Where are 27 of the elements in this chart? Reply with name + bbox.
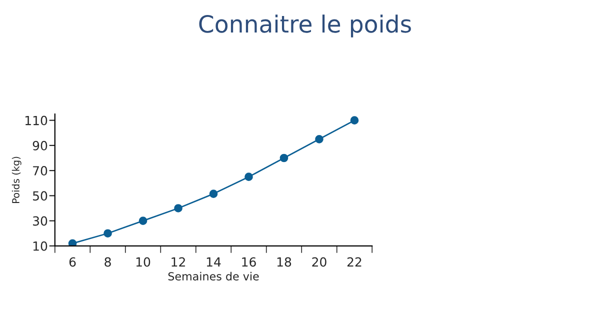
point: [315, 135, 324, 144]
point: [209, 190, 218, 198]
x-tick-label: 22: [347, 257, 362, 267]
y-tick-label: 90: [32, 140, 48, 150]
y-tick-label: 110: [25, 116, 48, 126]
point: [104, 229, 112, 238]
y-tick-label: 50: [33, 191, 48, 201]
x-tick-label: 12: [172, 257, 185, 267]
point: [174, 204, 182, 212]
chart-title: Connaitre le poids: [199, 14, 411, 38]
x-tick-label: 18: [277, 257, 292, 267]
x-tick-label: 14: [206, 257, 221, 267]
x-tick-label: 6: [69, 257, 76, 267]
x-axis-title: Semaines de vie: [168, 272, 259, 281]
y-axis-title: Poids (kg): [12, 156, 22, 203]
x-tick-label: 16: [242, 257, 256, 267]
point: [244, 172, 253, 182]
point: [138, 216, 148, 225]
y-tick-label: 10: [33, 241, 48, 251]
x-tick-label: 10: [136, 257, 150, 267]
point: [280, 154, 288, 162]
point: [68, 239, 77, 246]
x-tick-label: 20: [312, 257, 326, 267]
y-tick-label: 30: [33, 216, 48, 226]
x-tick-label: 8: [104, 257, 111, 267]
point: [350, 116, 359, 124]
y-tick-label: 70: [33, 166, 48, 176]
